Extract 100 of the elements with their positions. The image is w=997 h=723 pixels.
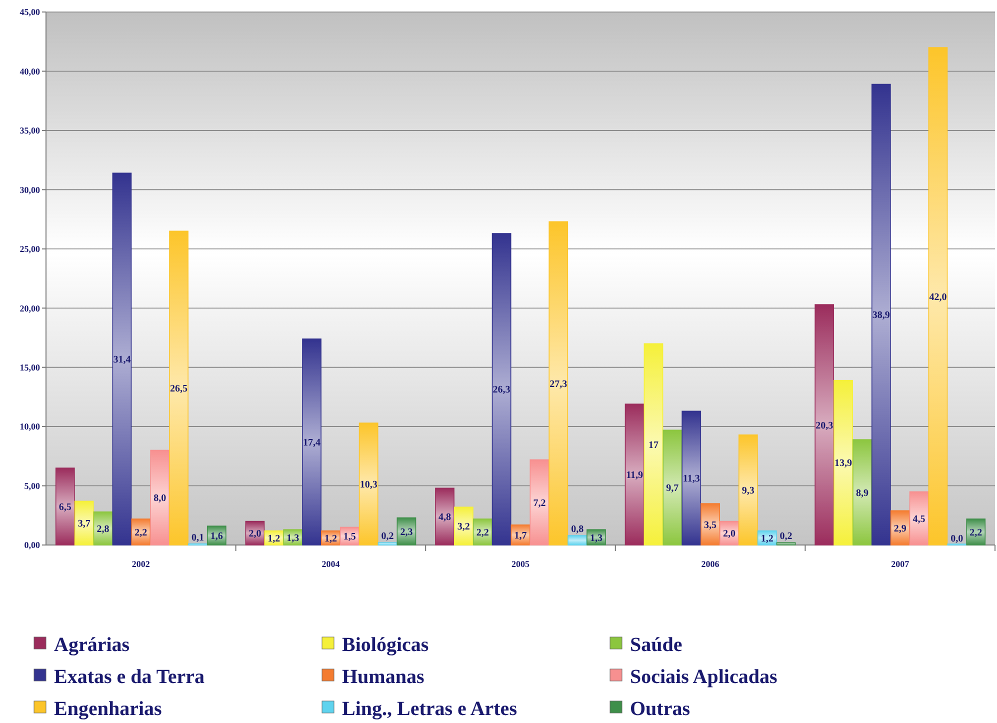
- x-tick-label: 2007: [891, 559, 910, 569]
- data-label: 42,0: [929, 292, 947, 303]
- legend-label: Humanas: [342, 666, 424, 688]
- data-label: 2,3: [400, 526, 413, 538]
- data-label: 0,0: [950, 534, 964, 544]
- data-label: 1,5: [343, 532, 356, 543]
- data-label: 3,2: [457, 522, 470, 533]
- data-label: 2,2: [134, 527, 148, 538]
- data-label: 17: [648, 440, 658, 451]
- x-tick-label: 2004: [322, 559, 340, 569]
- bar: [358, 422, 378, 546]
- bar: [112, 172, 132, 546]
- bar: [776, 542, 796, 546]
- data-label: 0,2: [381, 531, 394, 542]
- data-label: 38,9: [872, 310, 890, 322]
- data-label: 8,9: [856, 488, 868, 499]
- bar: [206, 526, 226, 546]
- data-label: 2,9: [894, 523, 906, 534]
- data-label: 1,7: [514, 530, 527, 542]
- legend-label: Agrárias: [54, 634, 130, 656]
- data-label: 26,3: [492, 384, 510, 396]
- bar: [492, 233, 512, 546]
- x-tick-label: 2005: [512, 559, 530, 569]
- bar: [454, 506, 474, 546]
- legend-label: Exatas e da Terra: [54, 666, 205, 688]
- bar: [624, 404, 644, 546]
- y-tick-label: 20,00: [20, 303, 40, 314]
- data-label: 1,3: [590, 532, 602, 544]
- bar: [852, 439, 872, 546]
- bar: [378, 542, 398, 546]
- bar: [472, 518, 492, 546]
- data-label: 2,2: [970, 527, 982, 538]
- data-label: 4,5: [912, 514, 926, 525]
- data-label: 1,3: [286, 532, 300, 544]
- bar: [568, 535, 587, 546]
- data-label: 17,4: [303, 437, 321, 448]
- bar: [510, 524, 530, 546]
- data-label: 3,5: [704, 520, 717, 531]
- data-label: 11,9: [626, 470, 644, 482]
- bar: [644, 343, 664, 546]
- y-tick-label: 30,00: [20, 184, 40, 195]
- data-label: 2,2: [476, 527, 489, 538]
- y-tick-label: 25,00: [20, 244, 40, 254]
- bar: [814, 304, 834, 546]
- data-label: 0,1: [191, 532, 204, 544]
- bar: [738, 434, 758, 546]
- legend-label: Sociais Aplicadas: [630, 666, 778, 688]
- data-label: 1,6: [210, 531, 223, 542]
- bar: [966, 518, 986, 546]
- y-tick-label: 45,00: [20, 7, 40, 18]
- bar: [55, 468, 75, 546]
- bar: [530, 459, 550, 546]
- legend-label: Biológicas: [342, 634, 429, 656]
- legend-label: Engenharias: [54, 698, 162, 720]
- legend-label: Saúde: [630, 634, 682, 656]
- data-label: 2,8: [96, 524, 110, 535]
- data-label: 0,8: [571, 524, 584, 536]
- bar: [890, 510, 910, 546]
- data-label: 8,0: [154, 493, 166, 504]
- y-tick-label: 5,00: [24, 480, 40, 491]
- bar: [834, 380, 853, 546]
- data-label: 10,3: [360, 480, 378, 490]
- y-tick-label: 10,00: [20, 422, 40, 432]
- y-tick-label: 35,00: [20, 126, 40, 136]
- y-tick-label: 15,00: [20, 362, 40, 372]
- data-label: 1,2: [324, 533, 337, 544]
- bar: [928, 47, 948, 546]
- bar: [700, 503, 720, 546]
- data-label: 0,2: [780, 531, 792, 542]
- data-label: 31,4: [113, 354, 131, 366]
- bar: [909, 491, 929, 546]
- legend-label: Ling., Letras e Artes: [342, 698, 518, 720]
- data-label: 2,0: [722, 528, 736, 540]
- bar: [169, 230, 188, 546]
- x-tick-label: 2002: [132, 559, 150, 569]
- data-label: 9,7: [666, 483, 679, 494]
- data-label: 3,7: [78, 518, 90, 530]
- bar: [150, 450, 170, 546]
- bar: [682, 410, 702, 546]
- bar: [435, 488, 454, 546]
- data-label: 2,0: [248, 528, 262, 540]
- bar: [302, 338, 322, 546]
- data-label: 6,5: [58, 502, 72, 514]
- legend-label: Outras: [630, 698, 690, 720]
- bar: [74, 500, 94, 546]
- data-label: 7,2: [533, 498, 546, 509]
- data-label: 27,3: [550, 378, 568, 390]
- data-label: 1,2: [760, 533, 774, 544]
- y-tick-label: 0,00: [24, 540, 40, 550]
- data-label: 1,2: [268, 533, 280, 544]
- data-label: 26,5: [170, 384, 188, 395]
- data-label: 4,8: [438, 512, 451, 524]
- data-label: 11,3: [682, 474, 700, 485]
- data-label: 13,9: [834, 458, 852, 470]
- bar: [548, 221, 568, 546]
- bar: [662, 430, 682, 546]
- bar: [93, 511, 113, 546]
- bar: [871, 84, 891, 546]
- bar: [131, 518, 151, 546]
- x-tick-label: 2006: [701, 559, 720, 569]
